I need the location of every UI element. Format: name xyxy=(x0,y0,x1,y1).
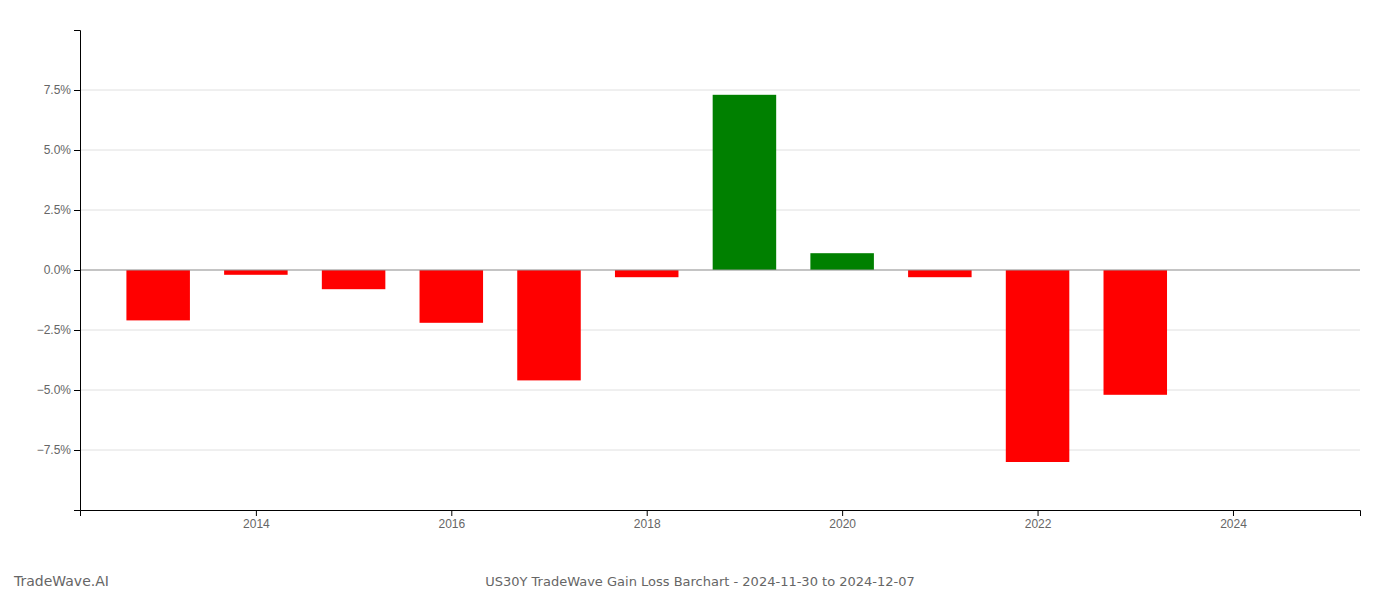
grid xyxy=(80,90,1360,450)
bar xyxy=(420,270,484,323)
x-axis: 2014 2016 2018 2020 2022 2024 xyxy=(81,510,1361,531)
bar xyxy=(810,253,874,270)
y-tick: −5.0% xyxy=(37,383,80,397)
bar xyxy=(615,270,679,277)
y-tick-mark xyxy=(74,150,80,151)
y-tick: 0.0% xyxy=(44,263,80,277)
grid-line xyxy=(80,270,1360,271)
x-tick-mark xyxy=(842,510,843,516)
x-tick: 2014 xyxy=(243,510,270,531)
y-tick-label: −2.5% xyxy=(37,323,72,337)
bar xyxy=(1104,270,1168,395)
y-tick-label: 7.5% xyxy=(44,83,72,97)
x-tick-mark xyxy=(256,510,257,516)
bar xyxy=(517,270,581,380)
x-tick: 2024 xyxy=(1220,510,1247,531)
x-tick-label: 2022 xyxy=(1025,517,1052,531)
y-tick-mark xyxy=(74,90,80,91)
grid-line xyxy=(80,390,1360,391)
bar xyxy=(908,270,972,277)
y-tick-label: −5.0% xyxy=(37,383,72,397)
y-tick-mark xyxy=(74,210,80,211)
x-tick-mark xyxy=(647,510,648,516)
grid-line xyxy=(80,330,1360,331)
grid-line xyxy=(80,450,1360,451)
y-tick-mark xyxy=(74,450,80,451)
x-tick-mark xyxy=(1038,510,1039,516)
y-tick-mark xyxy=(74,270,80,271)
bar xyxy=(1006,270,1070,462)
x-tick-label: 2016 xyxy=(438,517,465,531)
y-tick: 2.5% xyxy=(44,203,80,217)
y-axis: −7.5% −5.0% −2.5% 0.0% 2.5% 5.0% 7.5% xyxy=(37,31,81,511)
x-tick-label: 2014 xyxy=(243,517,270,531)
chart: 2014 2016 2018 2020 2022 2024 −7.5% −5.0% −2.5% 0… xyxy=(0,0,1400,600)
x-tick: 2016 xyxy=(438,510,465,531)
zero-line xyxy=(80,270,1360,271)
y-tick-label: 0.0% xyxy=(44,263,72,277)
y-tick-mark xyxy=(74,390,80,391)
x-tick: 2018 xyxy=(634,510,661,531)
bar xyxy=(713,95,777,270)
y-tick-label: −7.5% xyxy=(37,443,72,457)
x-axis-line xyxy=(81,511,1361,517)
bar xyxy=(126,270,190,320)
y-tick: −2.5% xyxy=(37,323,80,337)
x-tick-mark xyxy=(451,510,452,516)
y-tick: −7.5% xyxy=(37,443,80,457)
x-tick-label: 2024 xyxy=(1220,517,1247,531)
bars xyxy=(126,95,1167,462)
y-tick: 7.5% xyxy=(44,83,80,97)
y-tick-label: 2.5% xyxy=(44,203,72,217)
title: US30Y TradeWave Gain Loss Barchart - 202… xyxy=(485,574,915,589)
y-tick: 5.0% xyxy=(44,143,80,157)
y-axis-line xyxy=(74,31,81,511)
bar xyxy=(224,270,288,275)
grid-line xyxy=(80,90,1360,91)
x-tick-label: 2018 xyxy=(634,517,661,531)
x-tick: 2022 xyxy=(1025,510,1052,531)
watermark: TradeWave.AI xyxy=(13,573,109,589)
bar xyxy=(322,270,386,289)
x-tick: 2020 xyxy=(829,510,856,531)
x-tick-mark xyxy=(1233,510,1234,516)
y-tick-label: 5.0% xyxy=(44,143,72,157)
x-tick-label: 2020 xyxy=(829,517,856,531)
y-tick-mark xyxy=(74,330,80,331)
